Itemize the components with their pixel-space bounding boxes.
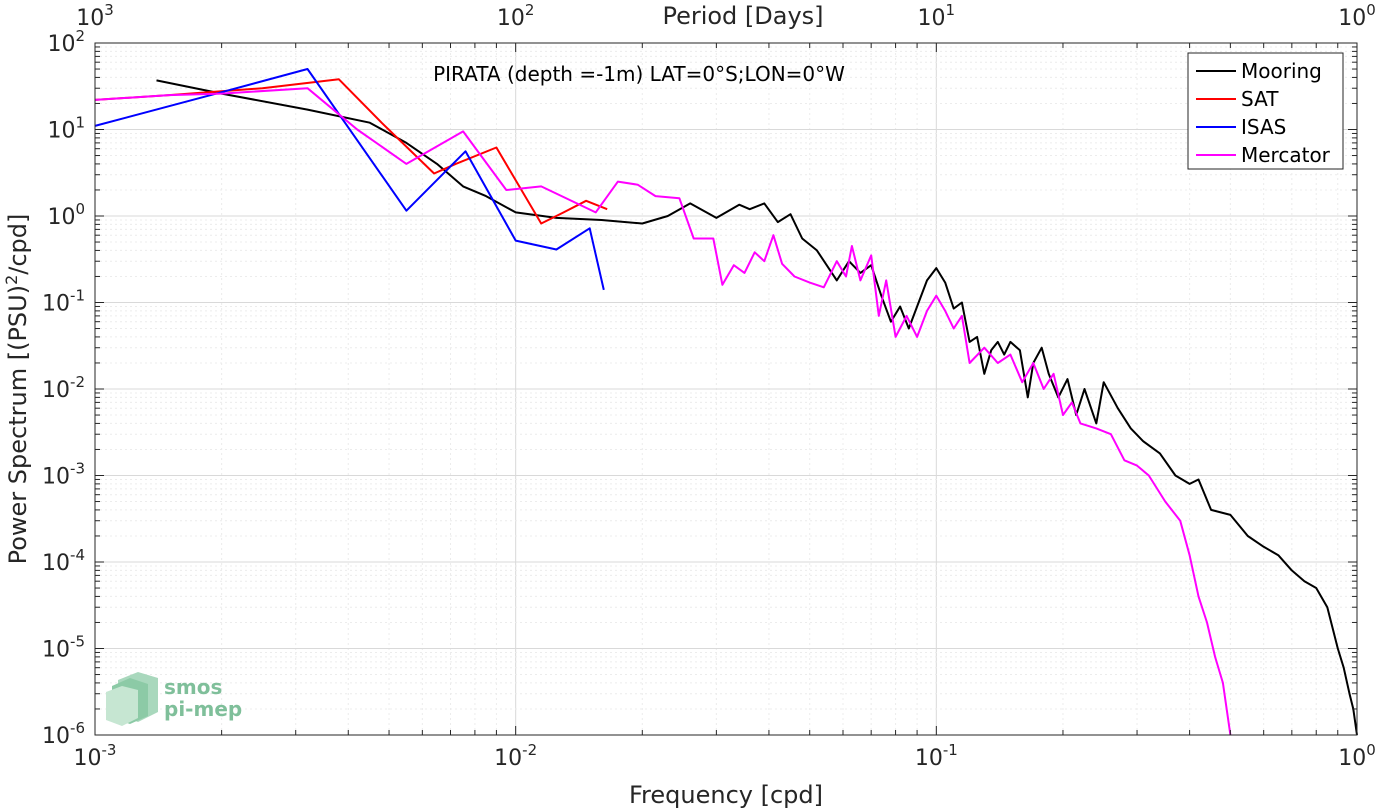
y-tick-label: 102 [47,27,85,57]
y-tick-label-base: 10 [42,638,70,663]
top-tick-label-base: 10 [918,6,946,31]
y-tick-label: 10-5 [42,633,85,663]
y-tick-label-exponent: -2 [70,373,85,391]
series-line-mooring [156,79,1358,736]
top-tick-label-exponent: 1 [946,1,956,19]
y-tick-label-exponent: -4 [70,546,85,564]
y-tick-label: 101 [47,114,85,144]
x-tick-label: 10-1 [915,741,958,771]
top-tick-label-base: 10 [497,6,525,31]
y-tick-label: 10-4 [42,546,85,576]
x-tick-label-exponent: -3 [102,741,117,759]
x-tick-label-base: 10 [915,746,943,771]
x-tick-label-exponent: -1 [943,741,958,759]
x-axis-label: Frequency [cpd] [629,781,823,809]
legend-label-isas: ISAS [1241,115,1286,139]
top-tick-label-exponent: 2 [525,1,535,19]
y-tick-label-base: 10 [47,119,75,144]
y-tick-label-exponent: -6 [70,719,85,737]
x-tick-label-base: 10 [494,746,522,771]
legend-label-sat: SAT [1241,87,1279,111]
legend-box [1187,52,1344,170]
chart-title: PIRATA (depth =-1m) LAT=0°S;LON=0°W [433,62,845,86]
y-tick-label-exponent: -3 [70,460,85,478]
top-tick-label-base: 10 [1338,6,1366,31]
series-layer [94,68,1358,736]
ticks [94,43,1357,736]
y-tick-label: 10-6 [42,719,85,749]
y-axis-label: Power Spectrum [(PSU)2/cpd] [2,214,32,565]
y-tick-label-base: 10 [42,724,70,749]
top-tick-label-exponent: 3 [104,1,114,19]
x-tick-label-exponent: 0 [1366,741,1376,759]
x-tick-label-base: 10 [1338,746,1366,771]
y-tick-label-base: 10 [42,465,70,490]
series-line-sat [94,78,608,225]
grid [94,43,1357,736]
logo-text-line2: pi-mep [164,697,242,721]
y-axis-label-sup: 2 [2,275,21,285]
y-tick-label-exponent: -1 [70,287,85,305]
legend-entries: Mooring SAT ISAS Mercator [1196,59,1331,167]
y-tick-label-base: 10 [42,292,70,317]
top-tick-label-exponent: 0 [1366,1,1376,19]
y-tick-label-base: 10 [42,378,70,403]
x-tick-label-exponent: -2 [522,741,537,759]
y-tick-label-base: 10 [47,205,75,230]
legend: Mooring SAT ISAS Mercator [1187,52,1344,170]
x-tick-label: 10-3 [74,741,117,771]
legend-label-mercator: Mercator [1241,143,1331,167]
top-tick-label: 100 [1338,1,1376,31]
y-tick-label: 100 [47,200,85,230]
top-tick-label: 102 [497,1,535,31]
y-tick-label: 10-3 [42,460,85,490]
x-tick-label-base: 10 [74,746,102,771]
series-line-isas [94,68,605,291]
y-axis-label-main: Power Spectrum [(PSU) [4,285,32,564]
y-tick-label-exponent: 1 [75,114,85,132]
top-tick-label: 103 [76,1,114,31]
y-axis-label-tail: /cpd] [4,214,32,275]
logo-text-line1: smos [164,675,222,699]
top-tick-label: 101 [918,1,956,31]
legend-label-mooring: Mooring [1241,59,1322,83]
top-axis-label: Period [Days] [662,2,823,30]
y-tick-label: 10-1 [42,287,85,317]
y-tick-label-exponent: 0 [75,200,85,218]
smos-logo: smos pi-mep [106,672,242,726]
y-tick-label-base: 10 [47,32,75,57]
top-tick-label-base: 10 [76,6,104,31]
y-tick-label-exponent: -5 [70,633,85,651]
y-tick-label-exponent: 2 [75,27,85,45]
y-tick-label-base: 10 [42,551,70,576]
y-tick-label: 10-2 [42,373,85,403]
x-tick-label: 10-2 [494,741,537,771]
x-tick-label: 100 [1338,741,1376,771]
logo-shape-front [106,686,138,726]
series-line-mercator [94,87,1232,736]
